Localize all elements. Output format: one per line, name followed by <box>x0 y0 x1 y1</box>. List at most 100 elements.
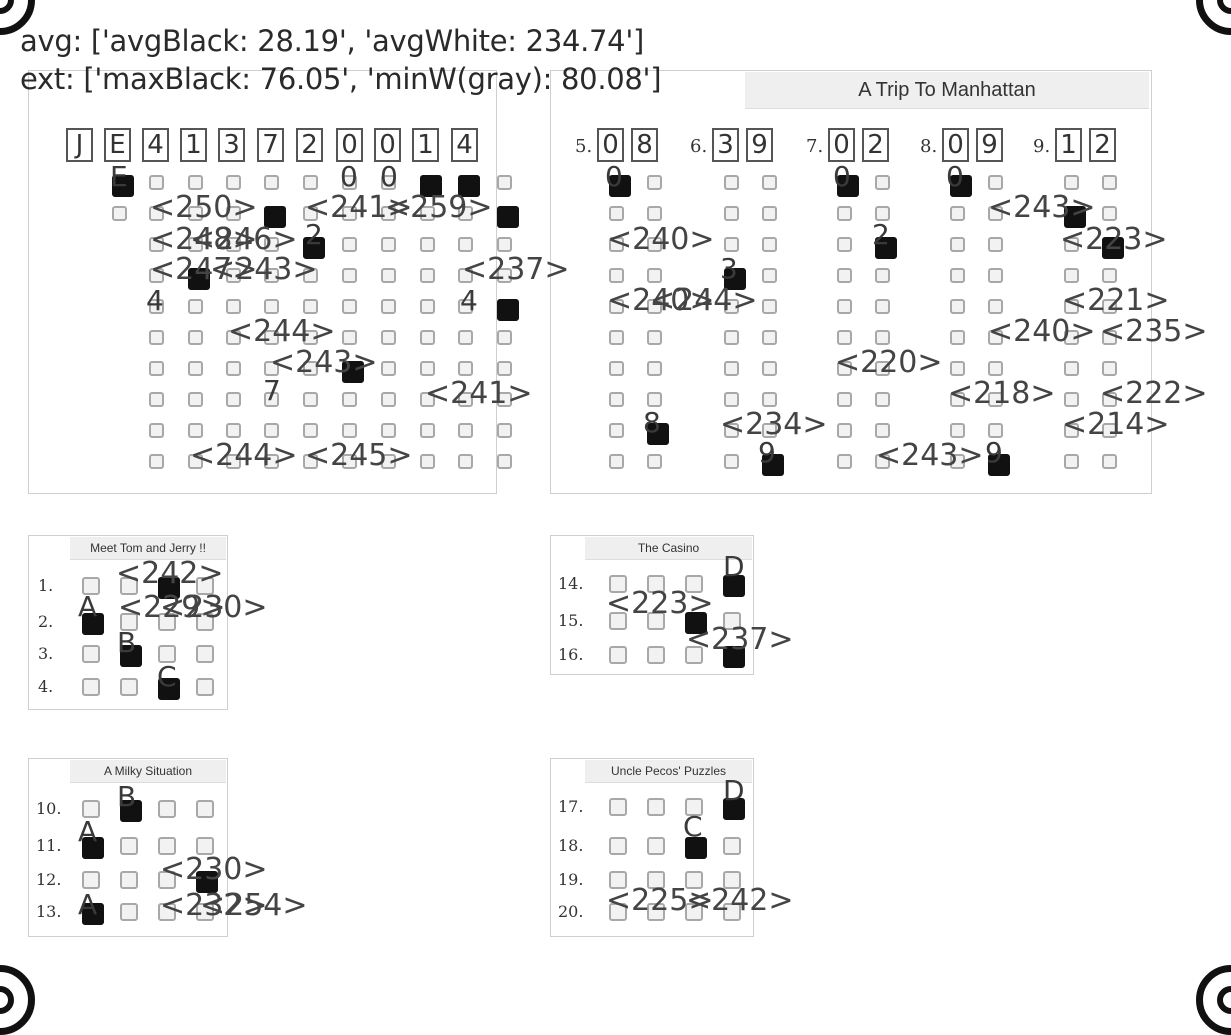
bubble <box>226 299 241 314</box>
manhattan-question-number: 9. <box>1033 136 1051 157</box>
marked-answer-label: D <box>723 774 745 807</box>
bubble <box>950 299 965 314</box>
question-number: 15. <box>558 611 584 630</box>
marked-answer-label: 9 <box>985 436 1003 469</box>
bubble <box>303 206 318 221</box>
bubble <box>609 454 624 469</box>
bubble <box>875 361 890 376</box>
bubble <box>723 871 741 889</box>
bubble <box>264 423 279 438</box>
bubble <box>647 871 665 889</box>
intensity-score-label: <254> <box>200 888 308 923</box>
bubble <box>647 206 662 221</box>
bubble <box>837 330 852 345</box>
bubble <box>988 237 1003 252</box>
marked-answer-label: 3 <box>720 252 738 285</box>
bubble <box>342 237 357 252</box>
bubble <box>196 837 214 855</box>
intensity-score-label: <243> <box>876 438 984 473</box>
bubble <box>609 575 627 593</box>
bubble <box>609 423 624 438</box>
bubble <box>647 798 665 816</box>
bubble <box>685 903 703 921</box>
bubble <box>120 577 138 595</box>
bubble <box>158 577 180 599</box>
bubble <box>837 361 852 376</box>
bubble <box>458 237 473 252</box>
bubble <box>381 268 396 283</box>
bubble <box>762 268 777 283</box>
manhattan-digit-box: 1 <box>1055 128 1082 162</box>
intensity-score-label: <241> <box>305 190 413 225</box>
bubble <box>1102 237 1124 259</box>
bubble <box>196 613 214 631</box>
bubble <box>188 268 210 290</box>
manhattan-title: A Trip To Manhattan <box>745 72 1149 109</box>
bubble <box>158 645 176 663</box>
bubble <box>988 361 1003 376</box>
intensity-score-label: <242> <box>116 556 224 591</box>
intensity-score-label: <218> <box>948 376 1056 411</box>
marked-answer-label: E <box>110 160 128 193</box>
bubble <box>1102 206 1117 221</box>
bubble <box>458 361 473 376</box>
id-digit-box: 4 <box>451 128 478 162</box>
bubble <box>82 577 100 595</box>
bubble <box>1102 392 1117 407</box>
bubble <box>762 299 777 314</box>
question-number: 17. <box>558 797 584 816</box>
bubble <box>609 798 627 816</box>
id-digit-box: 1 <box>412 128 439 162</box>
bubble <box>112 175 134 197</box>
bubble <box>149 423 164 438</box>
bubble <box>875 237 897 259</box>
bubble <box>647 392 662 407</box>
bubble <box>82 837 104 859</box>
bubble <box>381 330 396 345</box>
bubble <box>497 175 512 190</box>
bubble <box>149 454 164 469</box>
bubble <box>685 646 703 664</box>
bubble <box>723 612 741 630</box>
bubble <box>497 299 519 321</box>
bubble <box>196 577 214 595</box>
bubble <box>188 330 203 345</box>
intensity-score-label: <246> <box>190 222 298 257</box>
corner-marker-br <box>1196 965 1231 1035</box>
bubble <box>609 268 624 283</box>
intensity-score-label: <244> <box>650 283 758 318</box>
id-digit-box: 7 <box>257 128 284 162</box>
bubble <box>724 268 746 290</box>
bubble <box>609 612 627 630</box>
bubble <box>497 237 512 252</box>
bubble <box>723 575 745 597</box>
bubble <box>724 299 739 314</box>
bubble <box>342 392 357 407</box>
bubble <box>685 575 703 593</box>
bubble <box>458 206 473 221</box>
intensity-score-label: <243> <box>270 345 378 380</box>
bubble <box>647 646 665 664</box>
bubble <box>609 175 631 197</box>
bubble <box>497 454 512 469</box>
bubble <box>420 299 435 314</box>
bubble <box>723 837 741 855</box>
intensity-score-label: <243> <box>988 190 1096 225</box>
bubble <box>497 392 512 407</box>
bubble <box>988 454 1010 476</box>
bubble <box>647 575 665 593</box>
bubble <box>82 645 100 663</box>
bubble <box>420 237 435 252</box>
intensity-score-label: <244> <box>190 438 298 473</box>
bubble <box>724 206 739 221</box>
bubble <box>723 903 741 921</box>
bubble <box>1064 299 1079 314</box>
bubble <box>458 330 473 345</box>
bubble <box>1064 237 1079 252</box>
bubble <box>609 206 624 221</box>
bubble <box>609 837 627 855</box>
manhattan-digit-box: 9 <box>746 128 773 162</box>
id-digit-box: 0 <box>336 128 363 162</box>
pecos-title: Uncle Pecos' Puzzles <box>585 760 752 783</box>
id-digit-box: 4 <box>142 128 169 162</box>
